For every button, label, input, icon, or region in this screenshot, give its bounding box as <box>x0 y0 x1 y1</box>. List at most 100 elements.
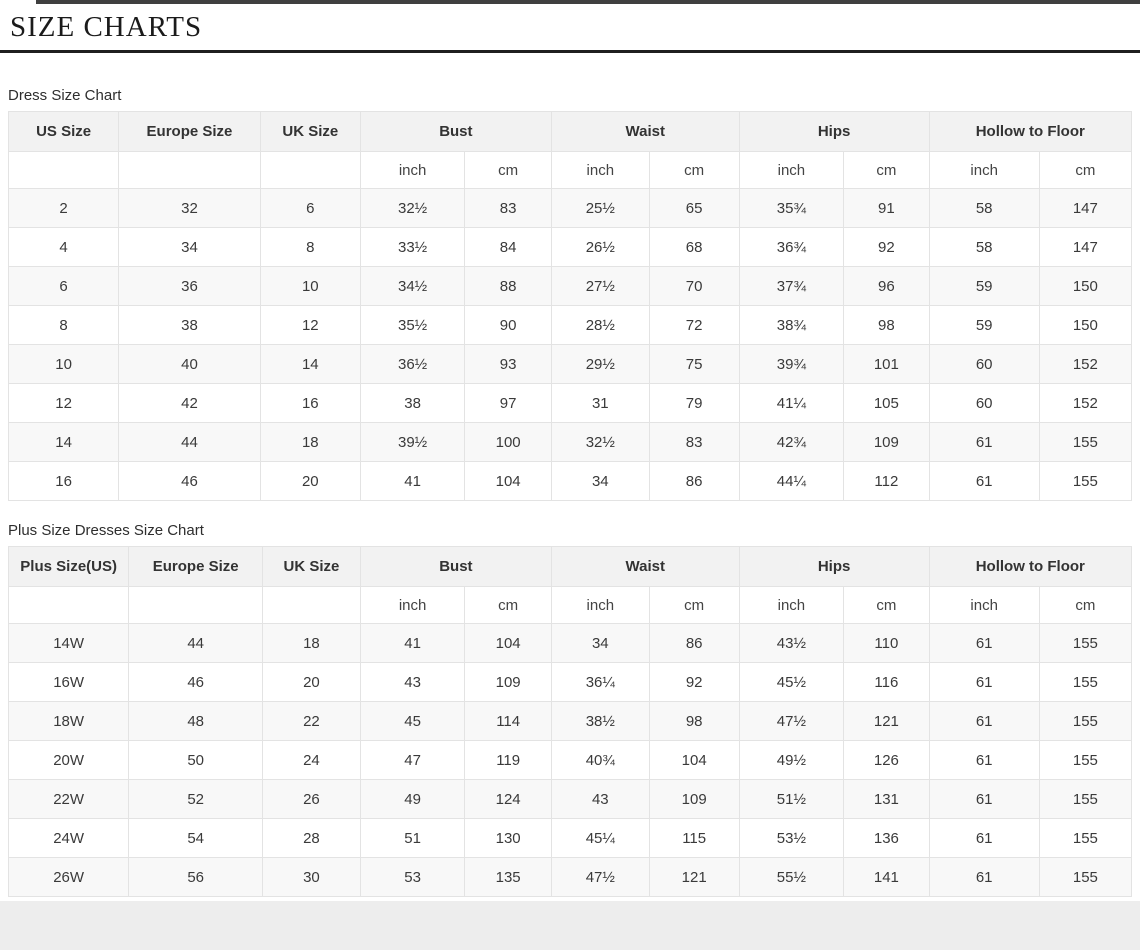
data-cell: 56 <box>128 857 264 897</box>
data-cell: 14W <box>7 623 130 663</box>
data-cell: 45½ <box>738 662 845 702</box>
column-header-cell: Hollow to Floor <box>928 111 1133 152</box>
data-cell: 115 <box>648 818 740 858</box>
data-cell: 25½ <box>550 188 650 228</box>
unit-header-cell: inch <box>359 586 466 624</box>
data-cell: 70 <box>648 266 740 306</box>
plus-size-chart-section: Plus Size Dresses Size Chart Plus Size(U… <box>0 522 1140 897</box>
data-cell: 155 <box>1038 623 1133 663</box>
data-cell: 47½ <box>550 857 650 897</box>
data-cell: 43 <box>550 779 650 819</box>
data-cell: 141 <box>843 857 930 897</box>
data-cell: 75 <box>648 344 740 384</box>
data-cell: 59 <box>928 305 1040 345</box>
section-label-dress-size-chart: Dress Size Chart <box>8 87 122 104</box>
data-cell: 42 <box>118 383 261 423</box>
data-cell: 61 <box>928 662 1040 702</box>
data-cell: 46 <box>128 662 264 702</box>
data-cell: 88 <box>464 266 552 306</box>
data-cell: 20 <box>259 461 361 501</box>
data-cell: 119 <box>464 740 552 780</box>
column-header-row: US Size Europe Size UK Size Bust Waist Hips Ho… <box>7 111 1133 152</box>
data-cell: 24 <box>262 740 361 780</box>
column-header-cell: Hips <box>738 546 930 587</box>
column-header-cell: Plus Size(US) <box>7 546 130 587</box>
data-cell: 47½ <box>738 701 845 741</box>
data-cell: 155 <box>1038 857 1133 897</box>
empty-header-cell <box>7 586 130 624</box>
data-cell: 121 <box>843 701 930 741</box>
data-cell: 38 <box>118 305 261 345</box>
data-cell: 84 <box>464 227 552 267</box>
data-cell: 14 <box>7 422 120 462</box>
data-cell: 38½ <box>550 701 650 741</box>
data-cell: 53 <box>359 857 466 897</box>
data-cell: 8 <box>259 227 361 267</box>
data-cell: 38 <box>359 383 466 423</box>
data-cell: 61 <box>928 857 1040 897</box>
data-cell: 33½ <box>359 227 466 267</box>
data-cell: 72 <box>648 305 740 345</box>
column-header-cell: Europe Size <box>128 546 264 587</box>
data-cell: 36¼ <box>550 662 650 702</box>
table-row: 2 32 6 32½ 83 25½ 65 35¾ 91 58 147 <box>7 188 1133 228</box>
data-cell: 83 <box>648 422 740 462</box>
dress-size-chart-table: US Size Europe Size UK Size Bust Waist Hips Ho… <box>7 111 1133 501</box>
data-cell: 28 <box>262 818 361 858</box>
data-cell: 155 <box>1038 422 1133 462</box>
data-cell: 147 <box>1038 227 1133 267</box>
data-cell: 42¾ <box>738 422 845 462</box>
data-cell: 59 <box>928 266 1040 306</box>
data-cell: 155 <box>1038 662 1133 702</box>
data-cell: 54 <box>128 818 264 858</box>
top-border-strip <box>36 0 1140 4</box>
data-cell: 51 <box>359 818 466 858</box>
table-row: 8 38 12 35½ 90 28½ 72 38¾ 98 59 150 <box>7 305 1133 345</box>
data-cell: 48 <box>128 701 264 741</box>
data-cell: 44¼ <box>738 461 845 501</box>
bottom-background-band <box>0 901 1140 950</box>
data-cell: 105 <box>843 383 930 423</box>
data-cell: 34½ <box>359 266 466 306</box>
data-cell: 86 <box>648 623 740 663</box>
data-cell: 47 <box>359 740 466 780</box>
table-row: 10 40 14 36½ 93 29½ 75 39¾ 101 60 152 <box>7 344 1133 384</box>
column-header-cell: Bust <box>359 111 552 152</box>
data-cell: 27½ <box>550 266 650 306</box>
data-cell: 34 <box>550 623 650 663</box>
data-cell: 60 <box>928 383 1040 423</box>
column-header-cell: Bust <box>359 546 552 587</box>
data-cell: 34 <box>118 227 261 267</box>
table-row: 16W 46 20 43 109 36¼ 92 45½ 116 61 155 <box>7 662 1133 702</box>
data-cell: 37¾ <box>738 266 845 306</box>
data-cell: 58 <box>928 188 1040 228</box>
data-cell: 14 <box>259 344 361 384</box>
unit-header-cell: inch <box>359 151 466 189</box>
data-cell: 18W <box>7 701 130 741</box>
empty-header-cell <box>128 586 264 624</box>
table-row: 20W 50 24 47 119 40¾ 104 49½ 126 61 155 <box>7 740 1133 780</box>
table-row: 14W 44 18 41 104 34 86 43½ 110 61 155 <box>7 623 1133 663</box>
data-cell: 116 <box>843 662 930 702</box>
data-cell: 44 <box>118 422 261 462</box>
data-cell: 26½ <box>550 227 650 267</box>
data-cell: 43 <box>359 662 466 702</box>
unit-header-row: inch cm inch cm inch cm inch cm <box>7 151 1133 189</box>
data-cell: 41¼ <box>738 383 845 423</box>
column-header-cell: Europe Size <box>118 111 261 152</box>
table-row: 18W 48 22 45 114 38½ 98 47½ 121 61 155 <box>7 701 1133 741</box>
data-cell: 150 <box>1038 266 1133 306</box>
data-cell: 61 <box>928 461 1040 501</box>
data-cell: 147 <box>1038 188 1133 228</box>
data-cell: 61 <box>928 818 1040 858</box>
data-cell: 29½ <box>550 344 650 384</box>
table-row: 14 44 18 39½ 100 32½ 83 42¾ 109 61 155 <box>7 422 1133 462</box>
data-cell: 130 <box>464 818 552 858</box>
data-cell: 114 <box>464 701 552 741</box>
column-header-cell: Waist <box>550 546 740 587</box>
data-cell: 36½ <box>359 344 466 384</box>
unit-header-cell: cm <box>1038 586 1133 624</box>
data-cell: 101 <box>843 344 930 384</box>
data-cell: 92 <box>843 227 930 267</box>
data-cell: 52 <box>128 779 264 819</box>
